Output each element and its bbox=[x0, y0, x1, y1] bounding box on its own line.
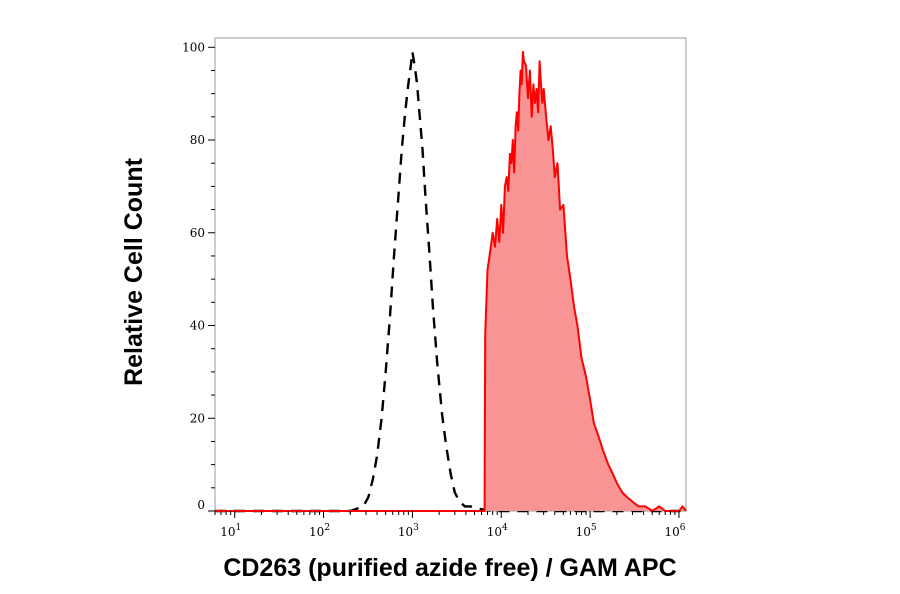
y-tick-label-2: 40 bbox=[190, 319, 205, 333]
x-tick-label-4: 105 bbox=[576, 523, 597, 539]
series-1-area bbox=[215, 51, 686, 512]
y-axis-title: Relative Cell Count bbox=[120, 157, 148, 385]
y-tick-label-5: 100 bbox=[182, 40, 205, 54]
x-tick-label-2: 103 bbox=[398, 523, 419, 539]
x-tick-label-1: 102 bbox=[309, 523, 330, 539]
series-layer bbox=[215, 50, 687, 513]
series-0-line bbox=[215, 51, 686, 513]
y-tick-label-0: 0 bbox=[197, 498, 205, 512]
y-axis: 0 20 40 60 80 100 bbox=[182, 40, 215, 512]
y-tick-label-4: 80 bbox=[190, 133, 205, 147]
x-axis: 101 102 103 104 105 106 bbox=[214, 511, 686, 539]
plot-frame bbox=[214, 37, 687, 512]
x-tick-label-3: 104 bbox=[487, 523, 508, 539]
y-tick-label-1: 20 bbox=[190, 411, 205, 425]
x-tick-label-0: 101 bbox=[220, 523, 241, 539]
y-tick-label-3: 60 bbox=[190, 226, 205, 240]
x-tick-label-5: 106 bbox=[664, 523, 685, 539]
x-axis-title: CD263 (purified azide free) / GAM APC bbox=[223, 554, 676, 582]
series-1-line bbox=[215, 50, 687, 512]
